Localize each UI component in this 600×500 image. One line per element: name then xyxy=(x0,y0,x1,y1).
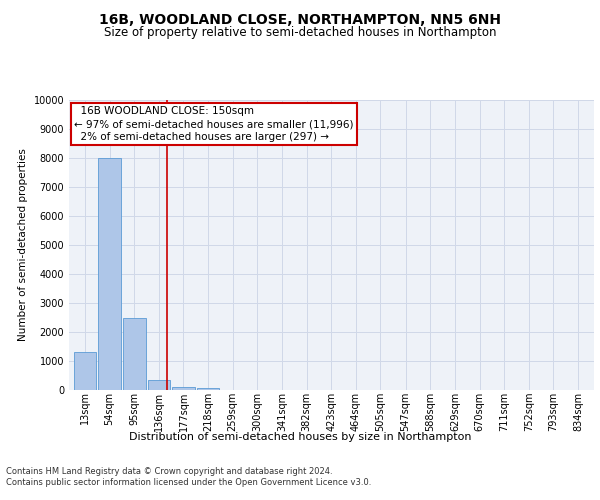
Text: Distribution of semi-detached houses by size in Northampton: Distribution of semi-detached houses by … xyxy=(129,432,471,442)
Bar xyxy=(172,386,195,390)
Text: Contains HM Land Registry data © Crown copyright and database right 2024.
Contai: Contains HM Land Registry data © Crown c… xyxy=(6,468,371,487)
Text: Size of property relative to semi-detached houses in Northampton: Size of property relative to semi-detach… xyxy=(104,26,496,39)
Bar xyxy=(197,388,220,390)
Bar xyxy=(123,318,146,390)
Bar xyxy=(98,158,121,390)
Bar xyxy=(148,380,170,390)
Y-axis label: Number of semi-detached properties: Number of semi-detached properties xyxy=(18,148,28,342)
Bar xyxy=(74,352,97,390)
Text: 16B, WOODLAND CLOSE, NORTHAMPTON, NN5 6NH: 16B, WOODLAND CLOSE, NORTHAMPTON, NN5 6N… xyxy=(99,12,501,26)
Text: 16B WOODLAND CLOSE: 150sqm  
← 97% of semi-detached houses are smaller (11,996)
: 16B WOODLAND CLOSE: 150sqm ← 97% of semi… xyxy=(74,106,354,142)
